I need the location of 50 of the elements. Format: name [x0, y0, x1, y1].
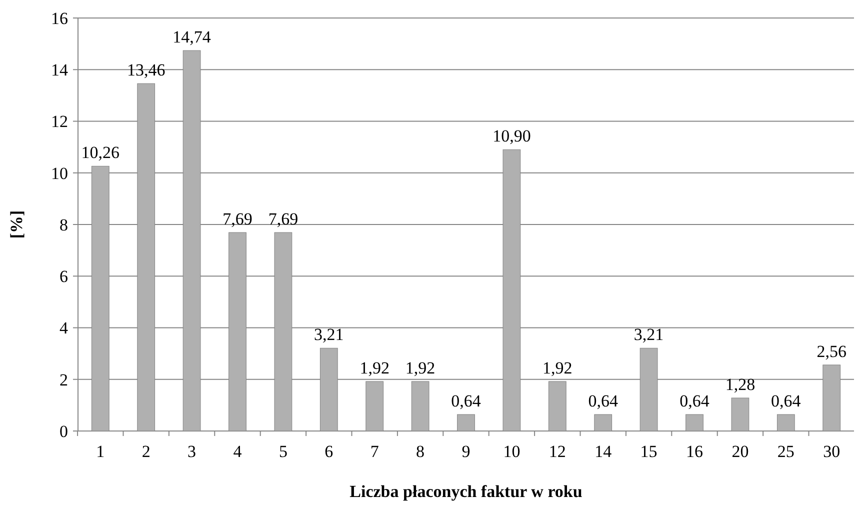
bar — [594, 414, 612, 432]
x-tick-label: 15 — [640, 442, 658, 461]
data-label: 1,92 — [542, 358, 572, 378]
y-tick-label: 0 — [60, 422, 68, 441]
data-label: 1,92 — [405, 358, 436, 378]
y-tick-label: 2 — [60, 370, 68, 390]
y-tick-label: 14 — [51, 60, 68, 80]
data-label: 14,74 — [172, 28, 212, 47]
y-tick-label: 16 — [51, 8, 68, 28]
x-tick-label: 1 — [96, 442, 105, 461]
bar — [731, 398, 750, 432]
data-label: 10,26 — [81, 143, 120, 162]
data-label: 1,92 — [360, 358, 390, 378]
data-label: 3,21 — [634, 325, 664, 344]
bar — [776, 414, 795, 432]
x-tick-label: 16 — [686, 442, 704, 461]
x-tick-label: 4 — [233, 442, 242, 461]
x-tick-label: 8 — [416, 442, 425, 461]
x-tick-label: 6 — [324, 442, 334, 461]
data-label: 0,64 — [771, 391, 802, 410]
data-label: 2,56 — [816, 342, 846, 361]
x-axis-title: Liczba płaconych faktur w roku — [350, 482, 582, 501]
x-tick-label: 5 — [278, 442, 288, 461]
bar — [686, 414, 704, 432]
x-tick-label: 14 — [594, 442, 612, 461]
y-tick-label: 6 — [60, 267, 68, 286]
data-label: 3,21 — [314, 325, 344, 344]
data-label: 0,64 — [680, 391, 710, 410]
y-tick-label: 8 — [60, 215, 68, 234]
x-tick-label: 12 — [548, 442, 566, 461]
data-label: 7,69 — [268, 210, 298, 228]
x-tick-label: 7 — [370, 442, 380, 461]
data-label: 0,64 — [451, 391, 482, 410]
x-tick-label: 25 — [777, 442, 794, 461]
y-tick-label: 10 — [51, 164, 68, 183]
y-tick-label: 12 — [51, 112, 68, 132]
x-tick-label: 3 — [188, 442, 196, 461]
data-label: 13,46 — [126, 60, 166, 80]
data-label: 0,64 — [588, 391, 618, 410]
data-label: 7,69 — [222, 210, 252, 228]
bar — [457, 414, 475, 432]
y-tick-label: 4 — [60, 318, 68, 338]
data-label: 1,28 — [725, 374, 756, 394]
x-tick-label: 9 — [462, 442, 470, 461]
x-tick-label: 20 — [732, 442, 749, 461]
x-tick-label: 30 — [823, 442, 840, 461]
x-tick-label: 10 — [503, 442, 520, 461]
x-tick-label: 2 — [142, 442, 150, 461]
data-label: 10,90 — [492, 126, 531, 146]
y-axis-title: [%] — [7, 210, 26, 239]
